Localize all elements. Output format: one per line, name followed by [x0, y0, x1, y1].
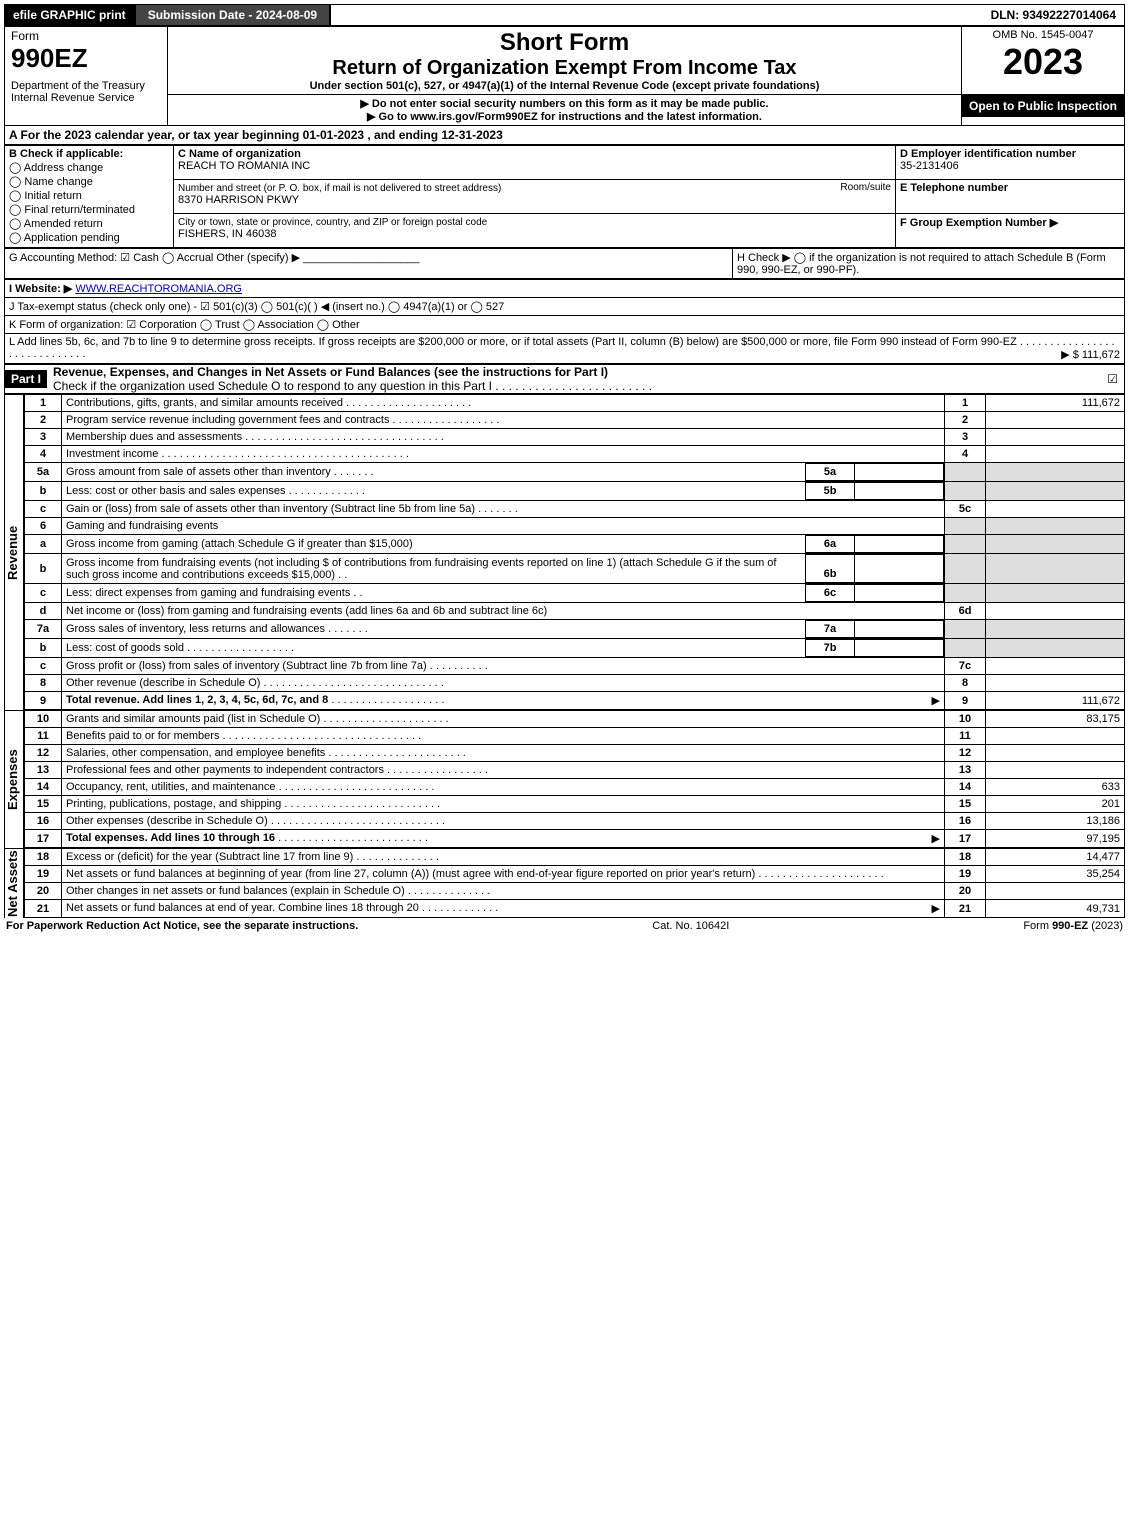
- entity-info-grid: B Check if applicable: ◯ Address change …: [4, 145, 1125, 248]
- efile-print-button[interactable]: efile GRAPHIC print: [5, 5, 136, 25]
- gh-grid: G Accounting Method: ☑ Cash ◯ Accrual Ot…: [4, 248, 1125, 279]
- part-1-title: Revenue, Expenses, and Changes in Net As…: [53, 365, 608, 379]
- city-label: City or town, state or province, country…: [178, 217, 487, 228]
- chk-address-change[interactable]: ◯ Address change: [9, 161, 169, 174]
- street-label: Number and street (or P. O. box, if mail…: [178, 183, 501, 194]
- open-to-public: Open to Public Inspection: [962, 95, 1124, 117]
- top-bar: efile GRAPHIC print Submission Date - 20…: [4, 4, 1125, 26]
- org-name: REACH TO ROMANIA INC: [178, 160, 310, 172]
- dept-treasury: Department of the Treasury: [11, 80, 161, 92]
- chk-name-change[interactable]: ◯ Name change: [9, 175, 169, 188]
- submission-date-label: Submission Date - 2024-08-09: [136, 5, 331, 25]
- part-1-header-row: Part I Revenue, Expenses, and Changes in…: [4, 364, 1125, 394]
- expenses-side-label: Expenses: [4, 710, 24, 848]
- form-number: 990EZ: [11, 43, 161, 74]
- section-b-title: B Check if applicable:: [9, 148, 123, 160]
- section-j: J Tax-exempt status (check only one) - ☑…: [5, 298, 1125, 316]
- part-1-badge: Part I: [5, 370, 47, 388]
- section-c-name-label: C Name of organization: [178, 148, 301, 160]
- form-header: Form 990EZ Department of the Treasury In…: [4, 26, 1125, 126]
- room-label: Room/suite: [840, 182, 891, 193]
- section-l-text: L Add lines 5b, 6c, and 7b to line 9 to …: [9, 336, 1017, 348]
- chk-application-pending[interactable]: ◯ Application pending: [9, 231, 169, 244]
- section-i-label: I Website: ▶: [9, 283, 72, 295]
- chk-amended-return[interactable]: ◯ Amended return: [9, 217, 169, 230]
- tax-year: 2023: [968, 41, 1118, 83]
- city-value: FISHERS, IN 46038: [178, 228, 276, 240]
- section-a-row: A For the 2023 calendar year, or tax yea…: [4, 126, 1125, 145]
- page-footer: For Paperwork Reduction Act Notice, see …: [4, 918, 1125, 934]
- short-form-title: Short Form: [174, 29, 955, 57]
- section-g: G Accounting Method: ☑ Cash ◯ Accrual Ot…: [9, 252, 300, 264]
- chk-initial-return[interactable]: ◯ Initial return: [9, 189, 169, 202]
- section-d-label: D Employer identification number: [900, 148, 1076, 160]
- goto-link[interactable]: ▶ Go to www.irs.gov/Form990EZ for instru…: [174, 110, 955, 123]
- part-1-sub: Check if the organization used Schedule …: [53, 379, 492, 393]
- ij-grid: I Website: ▶ WWW.REACHTOROMANIA.ORG J Ta…: [4, 279, 1125, 364]
- dln-label: DLN: 93492227014064: [983, 5, 1124, 25]
- netassets-block: Net Assets 18Excess or (deficit) for the…: [4, 848, 1125, 918]
- revenue-block: Revenue 1Contributions, gifts, grants, a…: [4, 394, 1125, 710]
- ein-value: 35-2131406: [900, 160, 959, 172]
- footer-left: For Paperwork Reduction Act Notice, see …: [6, 920, 358, 932]
- section-l-amt: ▶ $ 111,672: [1061, 348, 1120, 361]
- part-1-checkbox[interactable]: ☑: [1101, 372, 1124, 386]
- chk-final-return[interactable]: ◯ Final return/terminated: [9, 203, 169, 216]
- form-word: Form: [11, 29, 161, 43]
- expenses-block: Expenses 10Grants and similar amounts pa…: [4, 710, 1125, 848]
- website-link[interactable]: WWW.REACHTOROMANIA.ORG: [75, 283, 242, 295]
- section-f-label: F Group Exemption Number ▶: [900, 217, 1058, 229]
- revenue-side-label: Revenue: [4, 394, 24, 710]
- footer-mid: Cat. No. 10642I: [652, 920, 729, 932]
- section-e-label: E Telephone number: [900, 182, 1008, 194]
- return-title: Return of Organization Exempt From Incom…: [174, 57, 955, 80]
- footer-right: Form 990-EZ (2023): [1023, 920, 1123, 932]
- under-section: Under section 501(c), 527, or 4947(a)(1)…: [174, 80, 955, 92]
- omb-number: OMB No. 1545-0047: [968, 29, 1118, 41]
- no-ssn-notice: ▶ Do not enter social security numbers o…: [174, 97, 955, 110]
- section-k: K Form of organization: ☑ Corporation ◯ …: [5, 316, 1125, 334]
- netassets-side-label: Net Assets: [4, 848, 24, 918]
- street-value: 8370 HARRISON PKWY: [178, 194, 299, 206]
- section-h: H Check ▶ ◯ if the organization is not r…: [737, 252, 1106, 276]
- irs-label: Internal Revenue Service: [11, 92, 161, 104]
